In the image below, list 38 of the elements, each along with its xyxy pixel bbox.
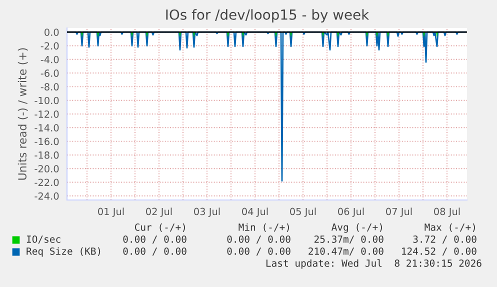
text: 3.72 / 0.00 [413, 235, 476, 244]
y-tick-label: -2.0 [40, 42, 59, 50]
y-tick-label: -14.0 [34, 124, 59, 132]
text: 0.00 / 0.00 [123, 235, 186, 244]
x-tick-label: 03 Jul [194, 208, 220, 217]
x-tick-label: 08 Jul [434, 208, 460, 217]
y-tick-label: -18.0 [34, 151, 59, 159]
text: 0.00 / 0.00 [227, 235, 290, 244]
text: 25.37m/ 0.00 [314, 235, 384, 244]
y-tick-label: -24.0 [34, 192, 59, 200]
y-tick-label: -22.0 [34, 178, 59, 186]
chart-title: IOs for /dev/loop15 - by week [166, 9, 370, 23]
x-tick-label: 05 Jul [290, 208, 316, 217]
y-tick-label: -10.0 [34, 96, 59, 104]
y-tick-label: -8.0 [40, 83, 59, 91]
y-tick-label: -12.0 [34, 110, 59, 118]
text: Cur (-/+) [134, 223, 185, 232]
text: Last update: Wed Jul 8 21:30:15 2026 [266, 259, 482, 269]
y-tick-label: -20.0 [34, 165, 59, 172]
legend-label: Req Size (KB) [26, 247, 100, 257]
text: 0.00 / 0.00 [123, 247, 186, 256]
y-tick-label: 0.0 [44, 28, 59, 36]
y-tick-label: -6.0 [40, 70, 59, 77]
x-tick-label: 02 Jul [146, 208, 172, 217]
text: 0.00 / 0.00 [227, 247, 290, 256]
x-tick-label: 04 Jul [242, 208, 268, 217]
text: 210.47m/ 0.00 [308, 247, 384, 256]
x-tick-label: 01 Jul [98, 208, 124, 217]
text: Max (-/+) [424, 223, 475, 232]
x-tick-label: 07 Jul [386, 208, 412, 217]
y-axis-title: Units read (-) / write (+) [18, 48, 28, 180]
legend-label: IO/sec [26, 235, 60, 244]
x-tick-label: 06 Jul [338, 208, 364, 217]
y-tick-label: -4.0 [40, 56, 59, 64]
text: Avg (-/+) [332, 223, 382, 233]
text: 124.52 / 0.00 [402, 247, 476, 256]
y-tick-label: -16.0 [34, 138, 59, 146]
text: Min (-/+) [238, 223, 289, 232]
